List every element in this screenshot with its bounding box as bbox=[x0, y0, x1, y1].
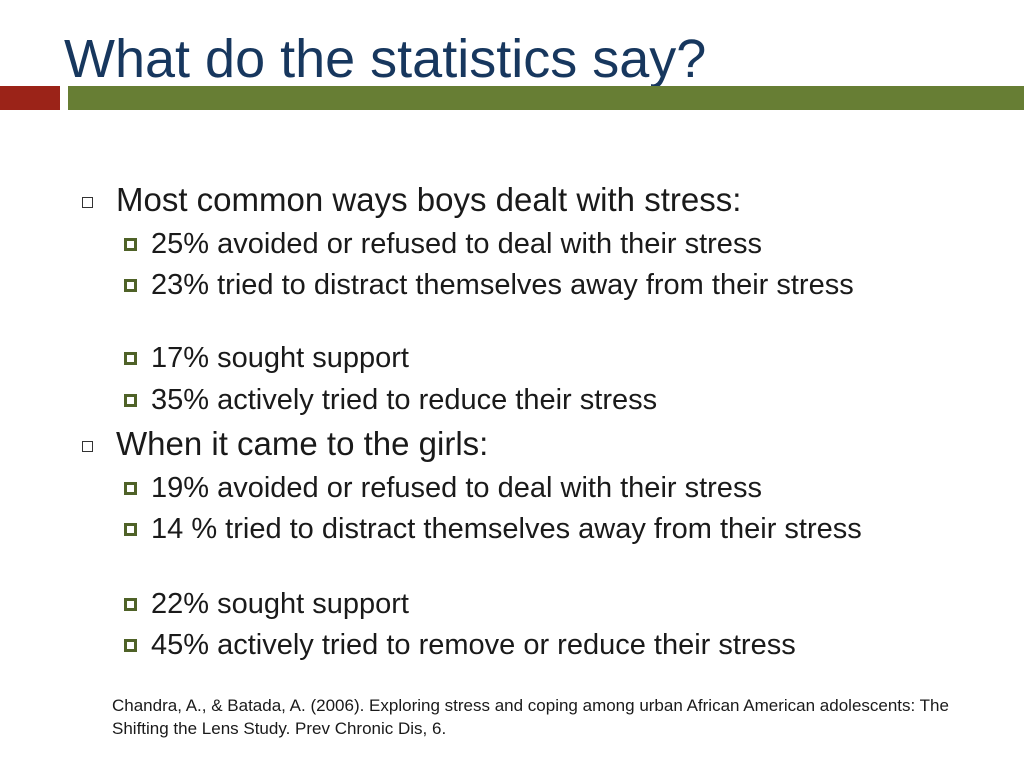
square-bullet-icon bbox=[124, 238, 137, 251]
list-item: 17% sought support bbox=[124, 342, 904, 374]
square-bullet-icon bbox=[124, 598, 137, 611]
list-item: 45% actively tried to remove or reduce t… bbox=[124, 629, 904, 661]
square-bullet-icon bbox=[124, 523, 137, 536]
list-item-text: 25% avoided or refused to deal with thei… bbox=[151, 228, 762, 260]
square-bullet-icon bbox=[124, 352, 137, 365]
list-item: 25% avoided or refused to deal with thei… bbox=[124, 228, 904, 260]
title-accent-bar-red bbox=[0, 86, 60, 110]
list-item: 14 % tried to distract themselves away f… bbox=[124, 513, 904, 545]
list-item-text: 35% actively tried to reduce their stres… bbox=[151, 384, 658, 416]
list-item: 23% tried to distract themselves away fr… bbox=[124, 269, 904, 301]
square-bullet-icon bbox=[124, 639, 137, 652]
list-item-text: 45% actively tried to remove or reduce t… bbox=[151, 629, 796, 661]
list-item-text: 19% avoided or refused to deal with thei… bbox=[151, 472, 762, 504]
list-item-text: 17% sought support bbox=[151, 342, 409, 374]
square-bullet-icon bbox=[124, 279, 137, 292]
list-item: 22% sought support bbox=[124, 588, 904, 620]
square-bullet-icon bbox=[124, 394, 137, 407]
hollow-square-bullet-icon bbox=[82, 441, 93, 452]
square-bullet-icon bbox=[124, 482, 137, 495]
list-item-text: 22% sought support bbox=[151, 588, 409, 620]
title-accent-bar-green bbox=[68, 86, 1024, 110]
section-heading: Most common ways boys dealt with stress: bbox=[116, 181, 742, 218]
slide-title: What do the statistics say? bbox=[64, 29, 707, 89]
list-item: 35% actively tried to reduce their stres… bbox=[124, 384, 904, 416]
list-item-text: 14 % tried to distract themselves away f… bbox=[151, 513, 862, 545]
citation: Chandra, A., & Batada, A. (2006). Explor… bbox=[112, 696, 949, 738]
list-item: 19% avoided or refused to deal with thei… bbox=[124, 472, 904, 504]
list-item-text: 23% tried to distract themselves away fr… bbox=[151, 269, 854, 301]
section-heading: When it came to the girls: bbox=[116, 425, 489, 462]
hollow-square-bullet-icon bbox=[82, 197, 93, 208]
